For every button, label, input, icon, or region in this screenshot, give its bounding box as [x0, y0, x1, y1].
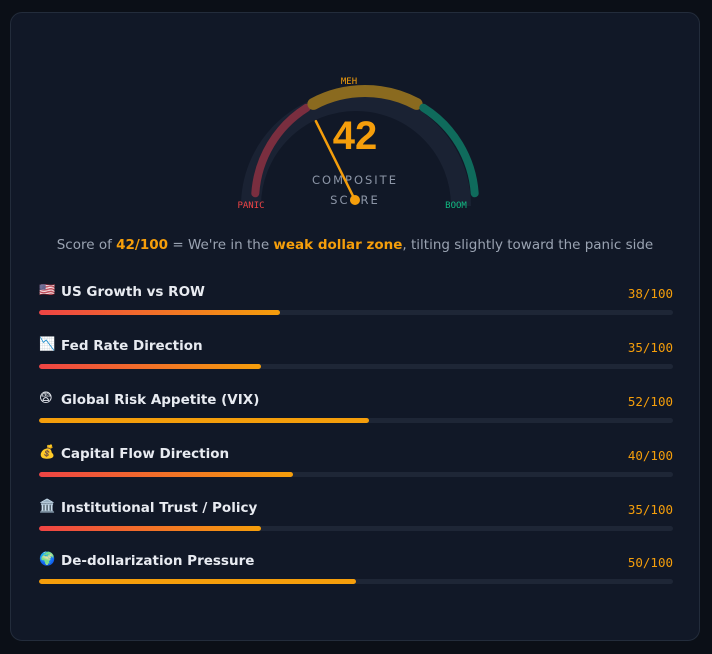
- metric-value: 38/100: [627, 286, 673, 301]
- metric-value: 50/100: [627, 555, 673, 570]
- gauge-caption-line1: COMPOSITE: [312, 173, 398, 187]
- metric-label: Capital Flow Direction: [61, 446, 230, 462]
- metric-label: Fed Rate Direction: [61, 338, 203, 354]
- metric-value: 52/100: [627, 394, 673, 409]
- metric-label: US Growth vs ROW: [61, 284, 205, 300]
- metric-bar-fill: [39, 364, 261, 369]
- metric-label: Institutional Trust / Policy: [61, 500, 258, 516]
- metric-bar-fill: [39, 418, 369, 423]
- us-flag-icon: 🇺🇸: [39, 283, 56, 298]
- metric-label: De-dollarization Pressure: [61, 553, 255, 569]
- globe-icon: 🌍: [39, 552, 56, 567]
- classical-building-icon: 🏛️: [39, 499, 56, 514]
- gauge-panic-segment: [251, 103, 311, 198]
- metric-fed-rate: 📉 Fed Rate Direction 35/100: [39, 337, 673, 378]
- summary-prefix: Score of: [56, 237, 117, 253]
- metric-bar-track: [39, 526, 673, 531]
- metric-bar-fill: [39, 472, 293, 477]
- gauge-label-meh: MEH: [341, 77, 357, 87]
- summary-zone: weak dollar zone: [273, 237, 403, 253]
- gauge-meh-segment: [307, 85, 423, 110]
- score-summary: Score of 42/100 = We're in the weak doll…: [11, 237, 699, 253]
- gauge-needle-hub: [350, 195, 360, 205]
- gauge-score: 42: [333, 114, 378, 158]
- metric-bar-track: [39, 579, 673, 584]
- gauge-label-boom: BOOM: [445, 201, 467, 211]
- metric-bar-fill: [39, 526, 261, 531]
- metric-us-growth: 🇺🇸 US Growth vs ROW 38/100: [39, 283, 673, 324]
- metric-value: 35/100: [627, 340, 673, 355]
- chart-down-icon: 📉: [39, 337, 56, 352]
- metric-de-dollarization: 🌍 De-dollarization Pressure 50/100: [39, 552, 673, 593]
- metric-bar-track: [39, 472, 673, 477]
- gauge-boom-segment: [419, 103, 479, 198]
- metric-value: 40/100: [627, 448, 673, 463]
- summary-score: 42/100: [116, 237, 169, 253]
- metric-risk-appetite: 😨 Global Risk Appetite (VIX) 52/100: [39, 391, 673, 432]
- metric-institutional-trust: 🏛️ Institutional Trust / Policy 35/100: [39, 499, 673, 540]
- summary-suffix: , tilting slightly toward the panic side: [402, 237, 654, 253]
- composite-gauge: MEH PANIC BOOM 42 COMPOSITE SCORE: [237, 77, 479, 211]
- metric-bar-fill: [39, 310, 280, 315]
- metric-bar-track: [39, 418, 673, 423]
- metric-bar-track: [39, 310, 673, 315]
- metric-bar-track: [39, 364, 673, 369]
- metric-label: Global Risk Appetite (VIX): [61, 392, 260, 408]
- dollar-score-card: MEH PANIC BOOM 42 COMPOSITE SCORE Score …: [10, 12, 700, 641]
- summary-mid: = We're in the: [168, 237, 274, 253]
- gauge-needle: [314, 119, 357, 202]
- metric-bar-fill: [39, 579, 356, 584]
- gauge-label-panic: PANIC: [237, 201, 264, 211]
- metric-value: 35/100: [627, 502, 673, 517]
- money-bag-icon: 💰: [39, 445, 56, 460]
- fearful-face-icon: 😨: [39, 391, 53, 406]
- metric-capital-flow: 💰 Capital Flow Direction 40/100: [39, 445, 673, 486]
